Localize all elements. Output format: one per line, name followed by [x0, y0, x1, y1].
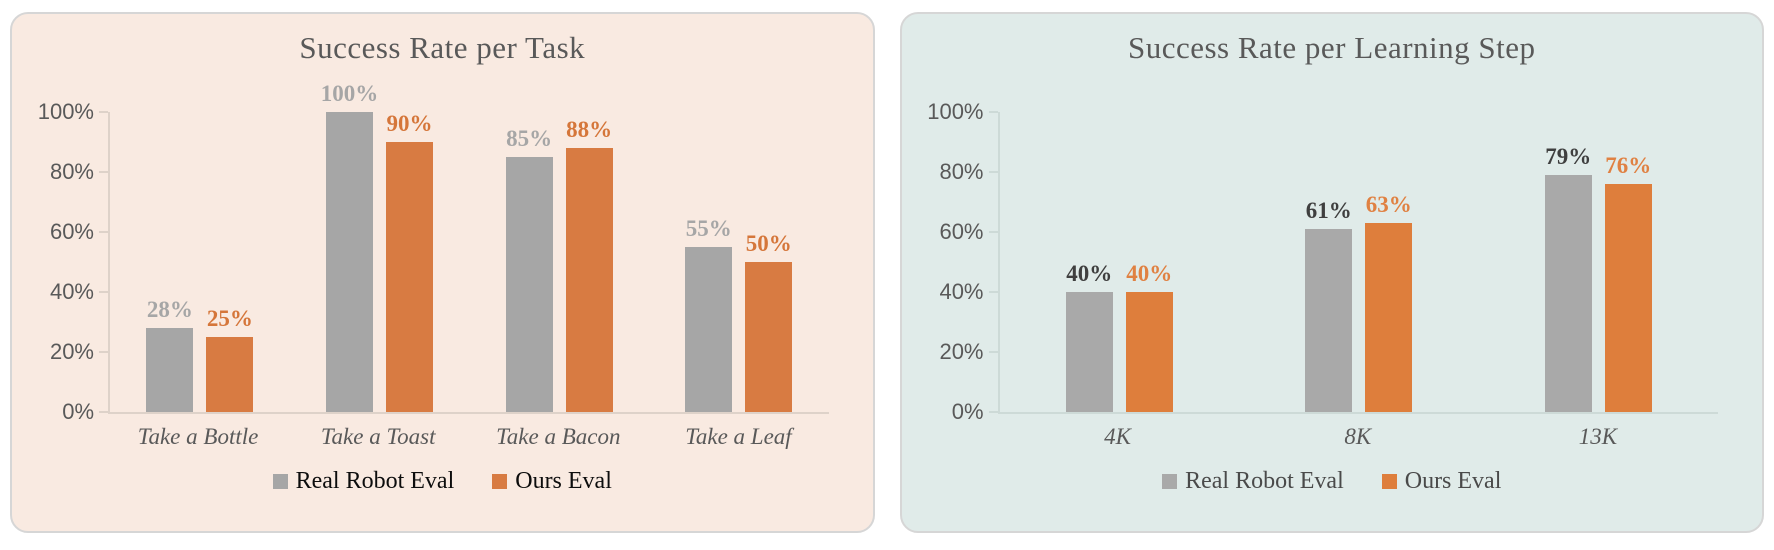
legend-item: Real Robot Eval: [272, 468, 455, 495]
bar-ours-eval: 63%: [1365, 193, 1413, 412]
bar-value-label: 100%: [320, 81, 379, 106]
y-tick-mark: [99, 111, 108, 113]
bar-value-label: 55%: [685, 216, 732, 241]
x-axis-labels: Take a Bottle Take a Toast Take a Bacon Tak…: [108, 424, 829, 450]
y-tick-mark: [99, 351, 108, 353]
y-tick-label: 60%: [49, 219, 94, 244]
bar-value-label: 50%: [745, 231, 792, 256]
bar-groups: 28% 25% 100% 90% 85% 88% 55% 50%: [110, 82, 829, 412]
chart-card-task: Success Rate per Task 28% 25% 100% 90% 85% 88…: [10, 12, 875, 533]
y-tick-label: 40%: [49, 279, 94, 304]
bar-group: 55% 50%: [649, 112, 829, 412]
x-axis-label: Take a Toast: [320, 424, 436, 449]
y-tick-label: 20%: [939, 339, 984, 364]
bar-value-label: 28%: [146, 297, 193, 322]
legend-swatch: [1162, 474, 1178, 489]
x-axis-labels: 4K 8K 13K: [998, 424, 1719, 450]
y-tick-mark: [988, 291, 998, 293]
bar-ours-eval: 76%: [1604, 154, 1652, 412]
bar-value-label: 40%: [1126, 261, 1173, 286]
bar-value-label: 61%: [1305, 198, 1352, 223]
y-tick-label: 40%: [939, 279, 984, 304]
y-tick-mark: [988, 411, 998, 413]
y-tick-label: 60%: [939, 219, 984, 244]
legend-label: Ours Eval: [1404, 468, 1502, 494]
bar-real-robot-eval: 100%: [321, 82, 378, 412]
bar-real-robot-eval: 61%: [1305, 199, 1353, 412]
y-tick-label: 80%: [939, 159, 984, 184]
y-tick-mark: [99, 411, 108, 413]
legend: Real Robot Eval Ours Eval: [12, 468, 873, 495]
chart-title: Success Rate per Learning Step: [1127, 30, 1536, 65]
bar-value-label: 76%: [1605, 153, 1652, 178]
y-tick-mark: [99, 291, 108, 293]
bar-value-label: 40%: [1066, 261, 1113, 286]
legend-label: Real Robot Eval: [1185, 468, 1344, 494]
chart-card-learning-step: Success Rate per Learning Step 40% 40% 61%…: [899, 12, 1764, 533]
bar-group: 100% 90%: [290, 82, 470, 412]
bar-real-robot-eval: 79%: [1544, 145, 1592, 412]
legend: Real Robot Eval Ours Eval: [902, 468, 1763, 495]
bar-real-robot-eval: 55%: [685, 217, 733, 412]
x-axis-label: Take a Bacon: [496, 424, 621, 449]
bar-group: 40% 40%: [1000, 112, 1240, 412]
legend-swatch: [1381, 474, 1397, 489]
y-tick-label: 100%: [37, 99, 94, 124]
bar-group: 79% 76%: [1479, 112, 1719, 412]
bar-group: 85% 88%: [469, 112, 649, 412]
y-tick-label: 0%: [62, 399, 94, 424]
bar-real-robot-eval: 85%: [505, 127, 553, 412]
plot-area: 28% 25% 100% 90% 85% 88% 55% 50% 0% 20% 40% 60% 80%…: [38, 82, 829, 423]
x-axis-label: Take a Bottle: [137, 424, 259, 449]
bar-value-label: 88%: [566, 117, 613, 142]
y-tick-label: 100%: [927, 99, 984, 124]
legend-label: Real Robot Eval: [295, 468, 455, 494]
y-tick-label: 0%: [951, 399, 984, 424]
bar-real-robot-eval: 28%: [146, 298, 194, 412]
y-tick-mark: [988, 231, 998, 233]
y-tick-mark: [988, 111, 998, 113]
bar-value-label: 79%: [1545, 144, 1592, 169]
bar-group: 28% 25%: [110, 112, 290, 412]
bar-real-robot-eval: 40%: [1065, 262, 1113, 412]
legend-item: Real Robot Eval: [1162, 468, 1344, 495]
x-axis-label: 4K: [1104, 424, 1131, 449]
bar-value-label: 25%: [206, 306, 253, 331]
bar-ours-eval: 90%: [385, 112, 433, 412]
bar-groups: 40% 40% 61% 63% 79% 76%: [1000, 112, 1719, 412]
y-tick-label: 80%: [49, 159, 94, 184]
bar-value-label: 63%: [1365, 192, 1412, 217]
bar-ours-eval: 40%: [1125, 262, 1173, 412]
y-tick-label: 20%: [49, 339, 94, 364]
x-axis-label: 8K: [1344, 424, 1372, 449]
chart-title: Success Rate per Task: [299, 30, 586, 65]
plot-area: 40% 40% 61% 63% 79% 76% 0% 20% 40% 60% 80% 100%: [927, 101, 1719, 423]
bar-value-label: 90%: [386, 111, 433, 136]
x-axis-label: 13K: [1578, 424, 1618, 449]
y-tick-mark: [988, 171, 998, 173]
bar-value-label: 85%: [506, 126, 553, 151]
legend-item: Ours Eval: [1381, 468, 1502, 495]
legend-item: Ours Eval: [492, 468, 612, 495]
y-tick-mark: [988, 351, 998, 353]
x-axis-label: Take a Leaf: [685, 424, 792, 449]
bar-ours-eval: 88%: [565, 118, 613, 412]
bar-group: 61% 63%: [1239, 112, 1479, 412]
legend-swatch: [492, 474, 508, 489]
y-tick-mark: [99, 171, 108, 173]
y-tick-mark: [99, 231, 108, 233]
legend-label: Ours Eval: [515, 468, 612, 494]
bar-ours-eval: 50%: [745, 232, 793, 412]
legend-swatch: [272, 474, 288, 489]
bar-ours-eval: 25%: [206, 307, 254, 412]
